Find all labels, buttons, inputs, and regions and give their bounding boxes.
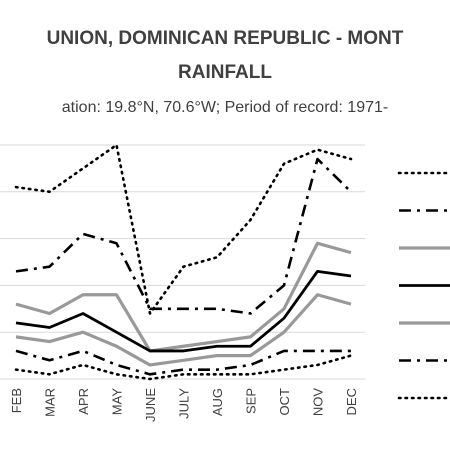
legend xyxy=(397,171,450,400)
x-tick-label: NOV xyxy=(311,388,326,417)
x-tick-label: DEC xyxy=(344,388,359,415)
series-lines xyxy=(14,143,353,381)
series-line-6 xyxy=(15,349,351,376)
series-line-1 xyxy=(14,143,353,315)
x-tick-label: APR xyxy=(76,388,91,415)
x-axis-labels: FEB MAR APR MAY JUNE JULY AUG SEP OCT NOV DEC xyxy=(9,388,359,422)
x-tick-label: OCT xyxy=(277,388,292,416)
x-tick-label: FEB xyxy=(9,388,24,413)
chart-subtitle: ation: 19.8°N, 70.6°W; Period of record:… xyxy=(62,99,388,116)
x-tick-label: MAR xyxy=(43,388,58,417)
series-line-5 xyxy=(15,293,352,367)
chart-title-line2: RAINFALL xyxy=(178,62,272,83)
x-tick-label: JULY xyxy=(177,388,192,419)
series-line-3 xyxy=(15,241,352,353)
series-line-2 xyxy=(15,157,352,315)
series-line-4 xyxy=(15,269,352,353)
x-tick-label: MAY xyxy=(110,388,125,416)
x-tick-label: SEP xyxy=(244,388,259,414)
x-tick-label: JUNE xyxy=(143,388,158,422)
chart-title-line1: UNION, DOMINICAN REPUBLIC - MONT xyxy=(47,28,404,49)
x-tick-label: AUG xyxy=(210,388,225,416)
series-line-7 xyxy=(14,354,353,381)
gridlines xyxy=(0,144,365,380)
